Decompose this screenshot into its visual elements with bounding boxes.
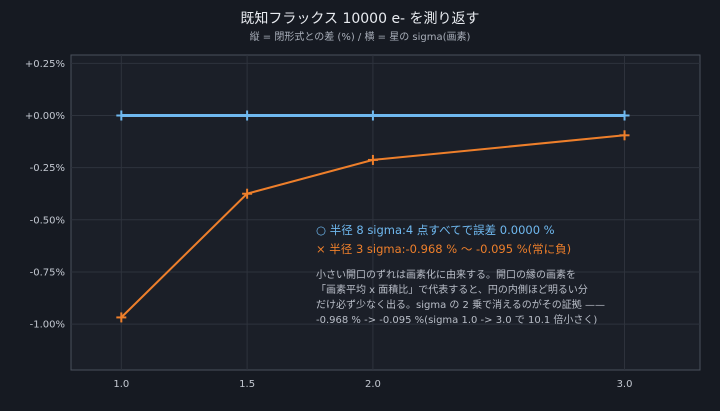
legend-entry-radius-3: × 半径 3 sigma:-0.968 % 〜 -0.095 %(常に負): [316, 242, 572, 256]
x-tick-label: 3.0: [617, 379, 633, 390]
plot-area: [70, 54, 701, 371]
y-tick-label: -0.25%: [30, 163, 65, 174]
data-point: [619, 110, 630, 121]
data-point: [116, 110, 127, 121]
x-tick-label: 2.0: [365, 379, 381, 390]
data-point: [116, 312, 127, 323]
data-point: [242, 188, 253, 199]
series-line-radius-3: [120, 134, 625, 319]
data-point: [619, 130, 630, 141]
data-point: [367, 154, 378, 165]
x-tick-label: 1.0: [113, 379, 129, 390]
y-tick-label: -0.75%: [30, 267, 65, 278]
y-tick-label: +0.25%: [25, 59, 65, 70]
y-tick-label: +0.00%: [25, 111, 65, 122]
annotation-note: 小さい開口のずれは画素化に由来する。開口の縁の画素を 「画素平均 x 面積比」で…: [316, 270, 605, 326]
data-point: [367, 110, 378, 121]
data-point: [242, 110, 253, 121]
y-tick-label: -0.50%: [30, 215, 65, 226]
x-tick-label: 1.5: [239, 379, 255, 390]
legend-entry-radius-8: ○ 半径 8 sigma:4 点すべてで誤差 0.0000 %: [316, 223, 555, 237]
chart-title: 既知フラックス 10000 e- を測り返す: [240, 11, 480, 27]
chart-subtitle: 縦 = 閉形式との差 (%) / 横 = 星の sigma(画素): [249, 32, 471, 43]
y-tick-label: -1.00%: [30, 320, 65, 331]
